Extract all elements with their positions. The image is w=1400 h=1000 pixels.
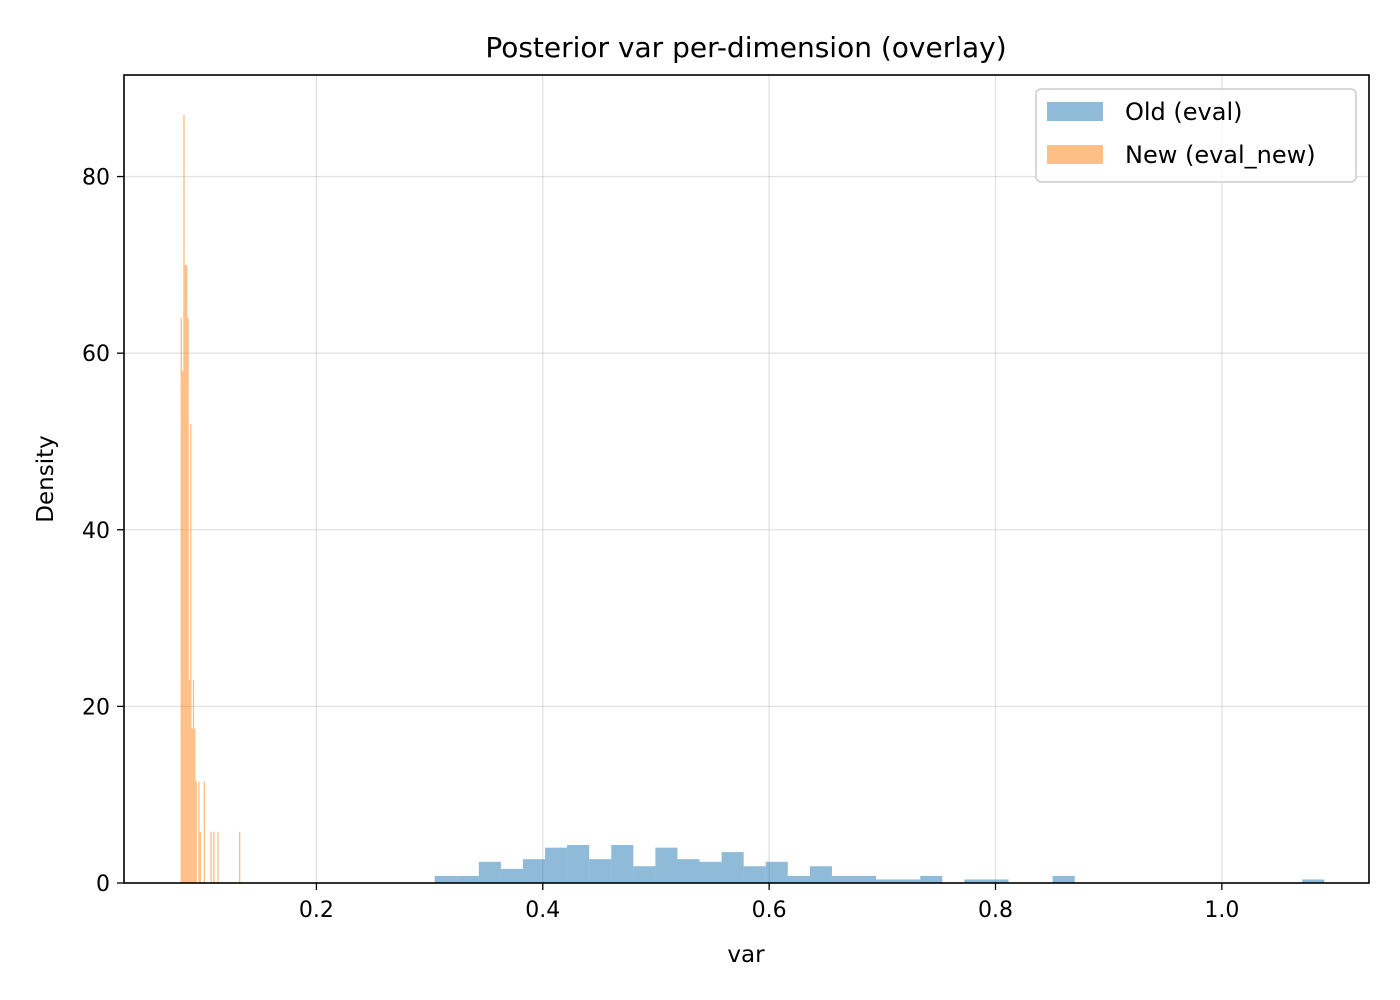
histogram-bar <box>809 866 832 883</box>
histogram-bar <box>655 847 678 883</box>
histogram-bar <box>194 728 196 883</box>
histogram-bar <box>187 317 189 883</box>
x-tick-label: 1.0 <box>1204 898 1239 923</box>
histogram-bar <box>633 866 656 883</box>
histogram-bar <box>190 423 192 883</box>
legend-swatch-new <box>1047 145 1103 164</box>
histogram-bar <box>188 679 191 883</box>
histogram-bar <box>743 866 766 883</box>
histogram-bar <box>765 861 788 883</box>
histogram-bar <box>191 728 193 883</box>
series-old-bars <box>434 845 1325 883</box>
x-tick-label: 0.2 <box>299 898 334 923</box>
histogram-bar <box>898 879 921 883</box>
histogram-bar <box>522 859 546 883</box>
histogram-bar <box>1052 875 1075 883</box>
legend: Old (eval) New (eval_new) <box>1035 88 1357 183</box>
histogram-bar <box>203 781 206 883</box>
histogram-bar <box>964 879 987 883</box>
y-tick-label: 0 <box>96 872 110 897</box>
y-tick-label: 80 <box>82 166 110 191</box>
legend-swatch-old <box>1047 102 1103 121</box>
histogram-bar <box>721 852 744 883</box>
histogram-bar <box>986 879 1009 883</box>
y-axis-ticks: 0 20 40 60 80 <box>82 166 124 897</box>
x-tick-label: 0.8 <box>978 898 1013 923</box>
x-tick-label: 0.4 <box>525 898 560 923</box>
y-tick-label: 20 <box>82 695 110 720</box>
histogram-bar <box>589 859 612 883</box>
histogram-bar <box>210 831 212 883</box>
series-new-bars <box>180 114 241 884</box>
histogram-bar <box>217 831 219 883</box>
legend-label-old: Old (eval) <box>1125 98 1243 126</box>
histogram-bar <box>195 781 197 883</box>
histogram-bar <box>180 317 182 883</box>
y-tick-label: 60 <box>82 342 110 367</box>
histogram-bar <box>478 861 501 883</box>
histogram-bar <box>545 847 568 883</box>
grid-lines <box>124 75 1369 884</box>
histogram-bar <box>238 831 241 883</box>
y-axis-label: Density <box>33 435 59 522</box>
plot-frame <box>123 74 1370 884</box>
histogram-bar <box>1302 879 1325 883</box>
histogram-bar <box>787 875 810 883</box>
histogram-bar <box>854 875 877 883</box>
legend-box <box>1035 88 1357 183</box>
histogram-bar <box>456 875 479 883</box>
histogram-bar <box>677 859 700 883</box>
legend-label-new: New (eval_new) <box>1125 141 1316 169</box>
histogram-bar <box>181 370 184 883</box>
histogram-bar <box>198 781 200 883</box>
histogram-bar <box>213 831 215 883</box>
x-tick-label: 0.6 <box>752 898 787 923</box>
histogram-bar <box>184 264 187 883</box>
histogram-bar <box>500 868 523 883</box>
histogram-bar <box>192 679 195 883</box>
histogram-bar <box>186 264 188 883</box>
histogram-bar <box>611 845 634 883</box>
y-tick-label: 40 <box>82 519 110 544</box>
histogram-bar <box>434 875 457 883</box>
histogram-bar <box>567 845 590 883</box>
histogram-bar <box>199 831 201 883</box>
chart-title: Posterior var per-dimension (overlay) <box>485 31 1006 64</box>
histogram-bar <box>876 879 899 883</box>
histogram-bar <box>183 114 185 884</box>
x-axis-ticks: 0.2 0.4 0.6 0.8 1.0 <box>299 883 1239 923</box>
histogram-bar <box>920 875 943 883</box>
x-axis-label: var <box>727 942 765 968</box>
histogram-bar <box>831 875 855 883</box>
histogram-bar <box>699 861 722 883</box>
